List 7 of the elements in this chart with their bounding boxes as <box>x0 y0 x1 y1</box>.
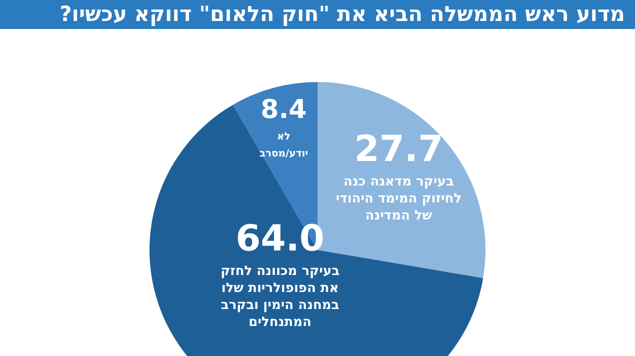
slice-label: בעיקר מדאגה כנה לחיזוק המימד היהודי של המדינה <box>336 174 462 224</box>
slice-label: בעיקר מכוונה לחזק את הפופולריות שלו במחנה הימין ובקרב המתנחלים <box>220 264 340 330</box>
data-label: 64.0 <box>236 218 324 260</box>
slice-label: לא יודע/מסרב <box>259 131 308 160</box>
chart-title: מדוע ראש הממשלה הביא את "חוק הלאום" דווקא עכשיו? <box>0 0 635 29</box>
data-label: 27.7 <box>354 129 444 170</box>
data-label: 8.4 <box>260 95 307 126</box>
